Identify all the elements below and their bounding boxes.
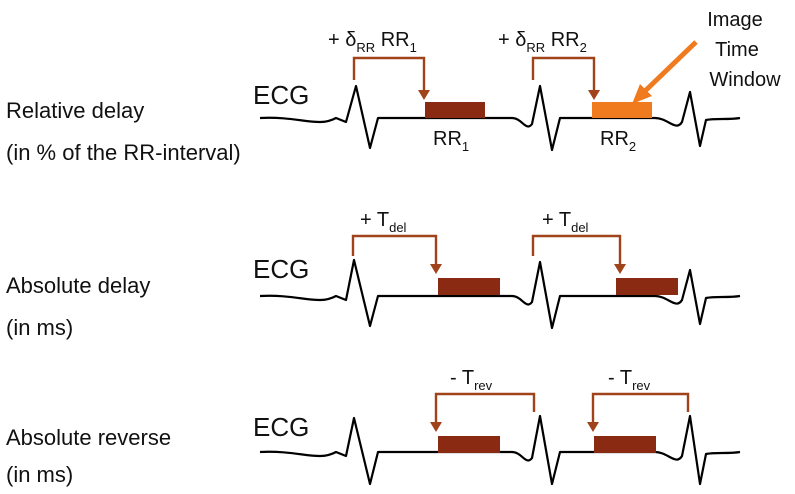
window-label-rr2: RR2: [600, 128, 636, 154]
row-label-line1: Absolute delay: [6, 273, 150, 298]
delay-annotation-2: + Tdel: [542, 209, 589, 235]
ecg-label: ECG: [253, 254, 309, 284]
arrowhead-2: [614, 264, 626, 274]
row-label-line2: (in ms): [6, 462, 73, 487]
delay-annotation-rr1: + δRR RR1: [328, 29, 417, 55]
delay-bracket-2: [531, 56, 596, 92]
image-time-window-1: [438, 278, 500, 295]
row-relative-delay: Relative delay (in % of the RR-interval)…: [6, 9, 781, 165]
callout-arrow: [642, 40, 698, 94]
reverse-annotation-2: - Trev: [608, 367, 651, 393]
reverse-annotation-1: - Trev: [450, 367, 493, 393]
image-time-window-2: [594, 436, 656, 453]
row-label-line2: (in % of the RR-interval): [6, 140, 241, 165]
callout-line1: Image: [707, 9, 763, 31]
delay-bracket-1: [352, 56, 426, 92]
delay-annotation-rr2: + δRR RR2: [498, 29, 587, 55]
delay-annotation-1: + Tdel: [360, 209, 407, 235]
row-absolute-delay: Absolute delay (in ms) ECG + Tdel + Tdel: [6, 209, 741, 340]
arrowhead-2: [588, 90, 600, 100]
row-label-line1: Relative delay: [6, 98, 144, 123]
ecg-label: ECG: [253, 80, 309, 110]
callout-line2: Time: [715, 39, 759, 61]
ecg-label: ECG: [253, 412, 309, 442]
delay-bracket-1: [351, 234, 438, 266]
ecg-waveform: [259, 84, 741, 152]
arrowhead-1: [418, 90, 430, 100]
arrowhead-1: [430, 264, 442, 274]
reverse-bracket-1: [434, 392, 536, 424]
arrowhead-1: [430, 422, 442, 432]
callout-line3: Window: [709, 69, 781, 91]
ecg-waveform: [259, 414, 741, 486]
image-time-window-rr1: [425, 102, 485, 118]
image-time-window-2: [616, 278, 678, 295]
window-label-rr1: RR1: [433, 128, 469, 154]
reverse-bracket-2: [591, 392, 690, 424]
image-time-window-1: [438, 436, 500, 453]
callout-arrowhead: [632, 84, 652, 104]
row-absolute-reverse: Absolute reverse (in ms) ECG - Trev - Tr…: [6, 367, 741, 487]
image-time-window-rr2: [592, 102, 652, 118]
row-label-line2: (in ms): [6, 315, 73, 340]
delay-bracket-2: [531, 234, 622, 266]
arrowhead-2: [587, 422, 599, 432]
row-label-line1: Absolute reverse: [6, 425, 171, 450]
ecg-waveform: [259, 258, 741, 330]
